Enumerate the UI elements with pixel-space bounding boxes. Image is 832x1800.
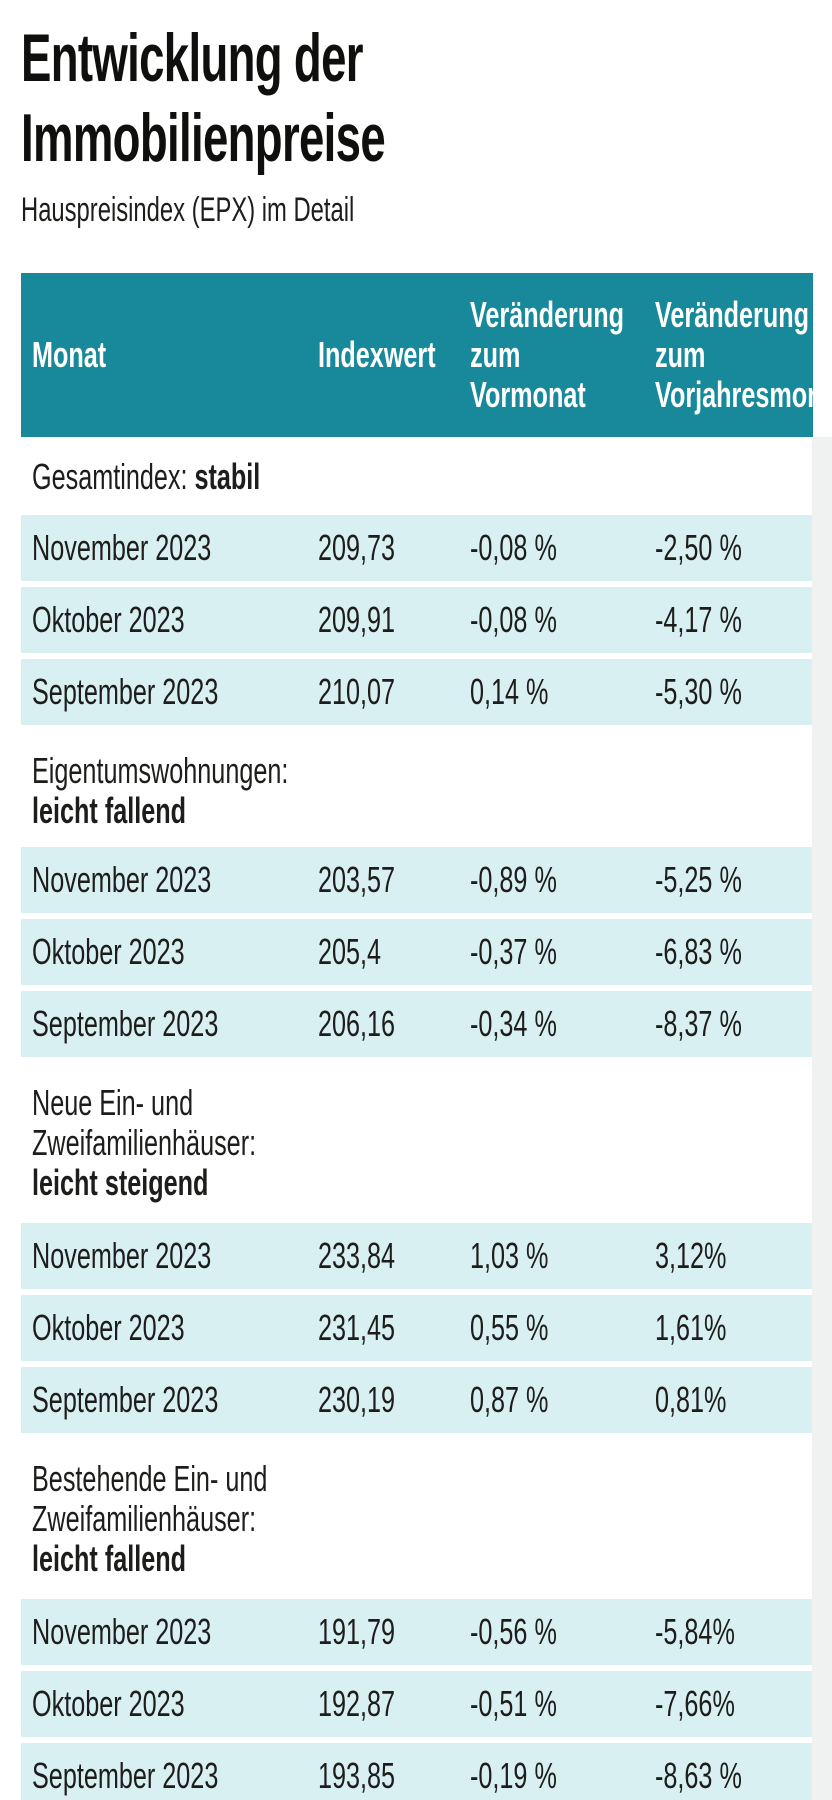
table-row: September 2023 193,85 -0,19 % -8,63 % [21,1743,813,1800]
cell-indexwert: 203,57 [318,859,396,900]
table-row: November 2023 191,79 -0,56 % -5,84% [21,1599,813,1665]
cell-vormonat: 0,55 % [470,1307,549,1348]
cell-monat: September 2023 [32,671,219,712]
cell-monat: Oktober 2023 [32,1683,185,1724]
viewport-edge-strip [812,437,832,1800]
section-label-neue-haeuser: Neue Ein- und Zweifamilienhäuser: leicht… [21,1063,813,1223]
cell-vormonat: -0,89 % [470,859,557,900]
cell-indexwert: 231,45 [318,1307,396,1348]
section-label-gesamtindex: Gesamtindex: stabil [21,437,813,515]
cell-vormonat: -0,56 % [470,1611,557,1652]
cell-vorjahresmonat: 3,12% [655,1235,727,1276]
table-row: November 2023 233,84 1,03 % 3,12% [21,1223,813,1289]
table-row: September 2023 210,07 0,14 % -5,30 % [21,659,813,725]
cell-vorjahresmonat: -8,37 % [655,1003,742,1044]
epx-table: Monat Indexwert Veränderung zum Vormonat… [21,273,813,1800]
section-label: Gesamtindex: [32,456,188,497]
table-row: Oktober 2023 205,4 -0,37 % -6,83 % [21,919,813,985]
cell-indexwert: 210,07 [318,671,396,712]
table-row: Oktober 2023 231,45 0,55 % 1,61% [21,1295,813,1361]
cell-vorjahresmonat: -4,17 % [655,599,742,640]
cell-vorjahresmonat: -5,84% [655,1611,735,1652]
table-row: September 2023 230,19 0,87 % 0,81% [21,1367,813,1433]
cell-monat: Oktober 2023 [32,599,185,640]
section-label-bestehende-haeuser: Bestehende Ein- und Zweifamilienhäuser: … [21,1439,813,1599]
cell-monat: Oktober 2023 [32,1307,185,1348]
page-title-line1: Entwicklung der [21,20,363,96]
cell-vorjahresmonat: -7,66% [655,1683,735,1724]
table-header-row: Monat Indexwert Veränderung zum Vormonat… [21,273,813,437]
cell-indexwert: 191,79 [318,1611,396,1652]
section-status: stabil [194,456,261,497]
section-label-line2: Zweifamilienhäuser: [32,1498,257,1539]
cell-vorjahresmonat: 0,81% [655,1379,727,1420]
page-title: Entwicklung der Immobilienpreise [21,18,564,178]
cell-vorjahresmonat: -5,25 % [655,859,742,900]
cell-vormonat: 0,87 % [470,1379,549,1420]
page-subtitle: Hauspreisindex (EPX) im Detail [21,191,355,229]
cell-monat: November 2023 [32,527,212,568]
table-row: Oktober 2023 192,87 -0,51 % -7,66% [21,1671,813,1737]
cell-vormonat: -0,19 % [470,1755,557,1796]
column-header-monat: Monat [32,334,107,375]
cell-indexwert: 233,84 [318,1235,396,1276]
cell-vormonat: -0,08 % [470,599,557,640]
page-title-line2: Immobilienpreise [21,100,386,176]
cell-indexwert: 193,85 [318,1755,396,1796]
column-header-veraenderung-vormonat: Veränderung zum Vormonat [470,294,625,415]
table-row: November 2023 203,57 -0,89 % -5,25 % [21,847,813,913]
cell-monat: September 2023 [32,1003,219,1044]
cell-vormonat: 1,03 % [470,1235,549,1276]
section-status: leicht fallend [32,790,187,831]
cell-vorjahresmonat: 1,61% [655,1307,727,1348]
cell-vormonat: -0,08 % [470,527,557,568]
section-status: leicht fallend [32,1538,187,1579]
cell-vorjahresmonat: -6,83 % [655,931,742,972]
table-scroll-container[interactable]: Monat Indexwert Veränderung zum Vormonat… [21,273,813,1800]
section-label-line1: Neue Ein- und [32,1082,194,1123]
section-label-line1: Bestehende Ein- und [32,1458,268,1499]
cell-vorjahresmonat: -8,63 % [655,1755,742,1796]
cell-monat: September 2023 [32,1755,219,1796]
cell-monat: November 2023 [32,859,212,900]
cell-indexwert: 209,73 [318,527,396,568]
cell-monat: September 2023 [32,1379,219,1420]
section-status: leicht steigend [32,1162,209,1203]
cell-indexwert: 206,16 [318,1003,396,1044]
cell-vormonat: -0,34 % [470,1003,557,1044]
cell-indexwert: 192,87 [318,1683,396,1724]
cell-vorjahresmonat: -2,50 % [655,527,742,568]
section-label: Eigentumswohnungen: [32,750,289,791]
table-row: November 2023 209,73 -0,08 % -2,50 % [21,515,813,581]
cell-monat: November 2023 [32,1235,212,1276]
section-label-line2: Zweifamilienhäuser: [32,1122,257,1163]
column-header-indexwert: Indexwert [318,334,436,375]
cell-vormonat: 0,14 % [470,671,549,712]
cell-monat: Oktober 2023 [32,931,185,972]
cell-monat: November 2023 [32,1611,212,1652]
cell-vorjahresmonat: -5,30 % [655,671,742,712]
cell-indexwert: 205,4 [318,931,382,972]
cell-vormonat: -0,51 % [470,1683,557,1724]
cell-indexwert: 209,91 [318,599,396,640]
table-row: Oktober 2023 209,91 -0,08 % -4,17 % [21,587,813,653]
table-row: September 2023 206,16 -0,34 % -8,37 % [21,991,813,1057]
section-label-eigentumswohnungen: Eigentumswohnungen: leicht fallend [21,731,813,847]
title-block: Entwicklung der Immobilienpreise Hauspre… [21,18,564,232]
cell-indexwert: 230,19 [318,1379,396,1420]
cell-vormonat: -0,37 % [470,931,557,972]
column-header-veraenderung-vorjahresmonat: Veränderung zum Vorjahresmonat [655,294,813,415]
